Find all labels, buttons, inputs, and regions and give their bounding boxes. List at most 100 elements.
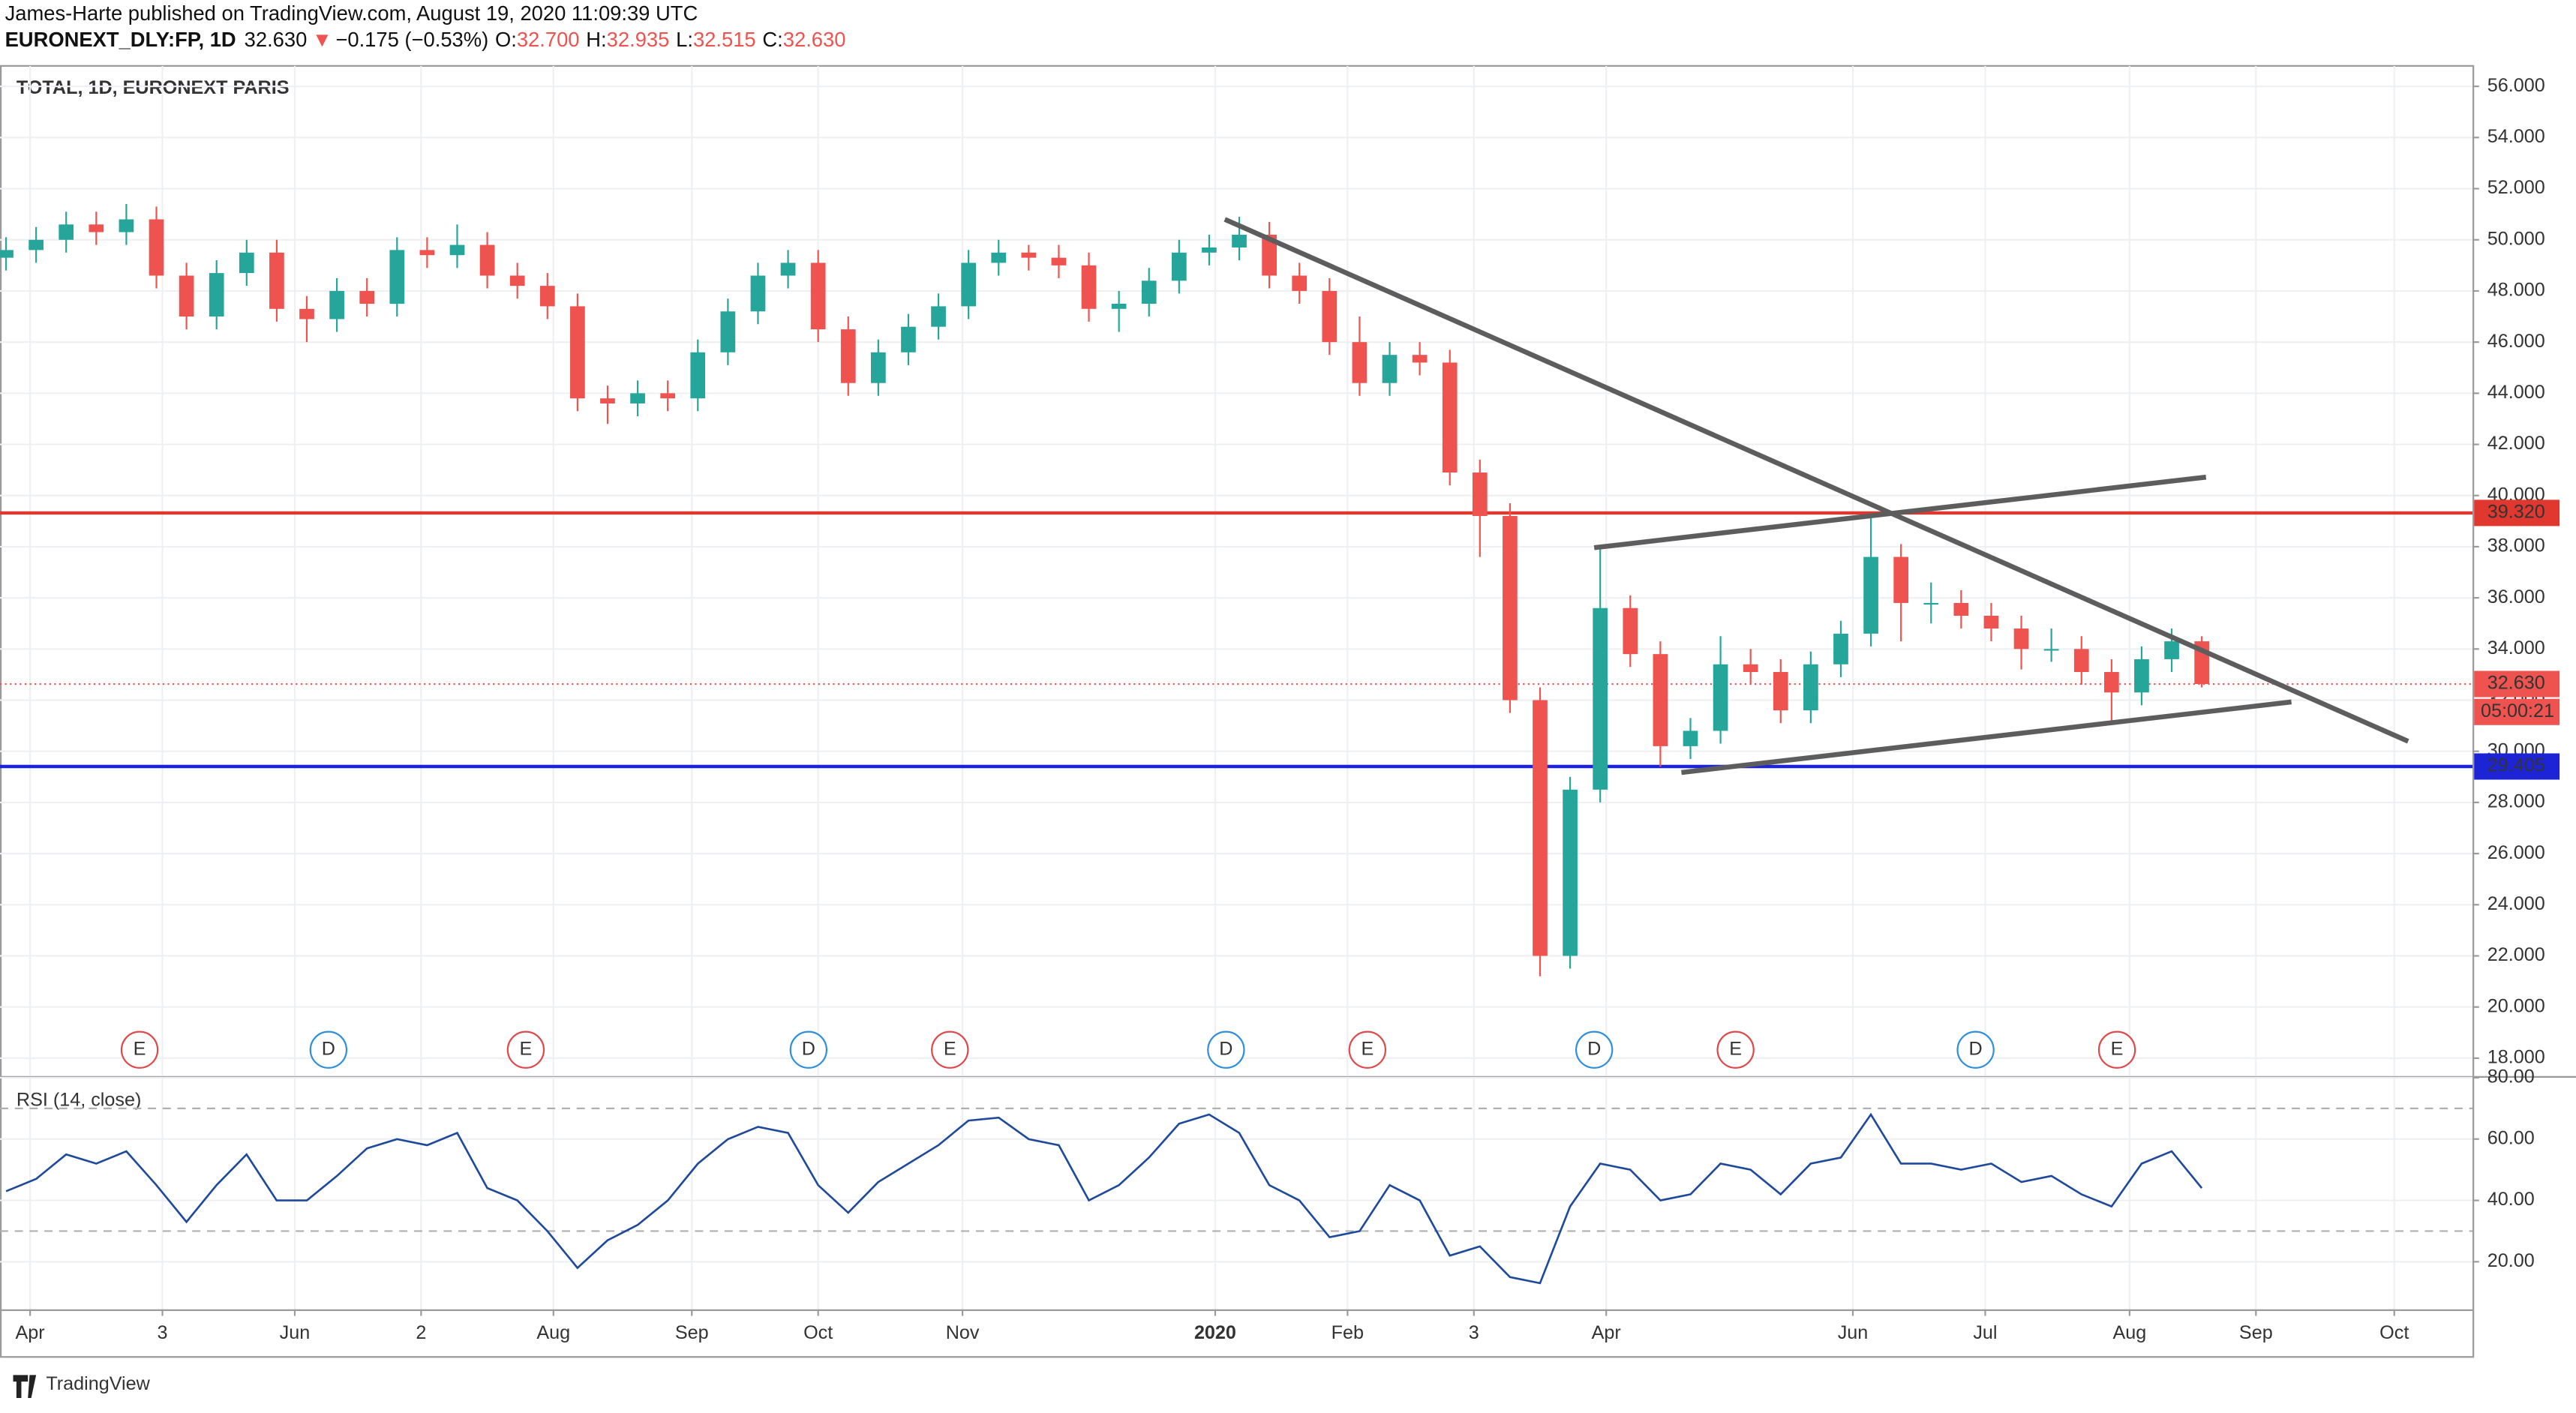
brand: TradingView — [46, 1373, 150, 1394]
ohlc-label: O: — [495, 28, 517, 51]
level-label: 29.405 — [2487, 755, 2545, 776]
y-tick-label: 50.000 — [2487, 228, 2545, 249]
level-label: 32.630 — [2487, 673, 2545, 694]
pane-border — [0, 64, 2475, 1358]
candle-body — [269, 252, 284, 309]
ohlc-value: 32.515 — [693, 28, 756, 51]
y-tick-label: 22.000 — [2487, 944, 2545, 965]
ohlc-label: L: — [676, 28, 693, 51]
candle-body — [1533, 700, 1548, 956]
candle-body — [239, 252, 254, 274]
candle-body — [1202, 247, 1217, 253]
event-marker — [1207, 1030, 1245, 1069]
candle-body — [0, 250, 14, 258]
event-label: E — [1729, 1038, 1742, 1059]
candle-body — [1262, 234, 1277, 276]
y-tick-label: 20.000 — [2487, 995, 2545, 1016]
grid — [0, 65, 2473, 1310]
rsi-tick-label: 40.00 — [2487, 1189, 2535, 1210]
candle-body — [1442, 362, 1458, 473]
y-tick-label: 48.000 — [2487, 280, 2545, 301]
x-tick-label: Sep — [675, 1322, 709, 1343]
candle-body — [449, 244, 465, 256]
y-tick-label: 42.000 — [2487, 433, 2545, 454]
y-tick-label: 46.000 — [2487, 331, 2545, 352]
event-label: E — [944, 1038, 956, 1059]
level-label: 39.320 — [2487, 502, 2545, 523]
candle-body — [179, 275, 194, 317]
pane-title: TOTAL, 1D, EURONEXT PARIS — [17, 77, 290, 98]
candle-body — [1292, 275, 1308, 291]
event-marker — [120, 1030, 159, 1069]
candle-body — [89, 224, 104, 232]
x-tick-label: Nov — [946, 1322, 980, 1343]
rsi-tick-label: 20.00 — [2487, 1250, 2535, 1271]
candle-body — [509, 275, 525, 286]
candle-body — [1171, 252, 1187, 281]
rsi-tick-label: 80.00 — [2487, 1066, 2535, 1088]
x-tick-label: Apr — [16, 1322, 45, 1343]
candle-body — [539, 286, 555, 307]
candle-body — [329, 290, 344, 320]
level-tag — [2474, 500, 2560, 526]
candle-body — [1893, 556, 1909, 603]
candle-body — [630, 393, 645, 404]
y-tick-label: 26.000 — [2487, 842, 2545, 863]
rsi-tick-label: 60.00 — [2487, 1127, 2535, 1148]
candle-body — [1653, 654, 1668, 746]
candle-body — [2043, 649, 2059, 651]
x-tick-label: Jun — [1838, 1322, 1869, 1343]
event-label: D — [1969, 1038, 1983, 1059]
candle-body — [991, 252, 1007, 263]
candle-body — [1593, 608, 1608, 790]
candle-body — [1472, 472, 1488, 517]
change: −0.175 (−0.53%) — [335, 28, 488, 51]
event-marker — [1348, 1030, 1387, 1069]
y-tick-label: 34.000 — [2487, 638, 2545, 658]
arrow: ▼ — [312, 28, 332, 51]
y-tick-label: 36.000 — [2487, 586, 2545, 608]
countdown: 05:00:21 — [2481, 700, 2554, 722]
event-marker — [931, 1030, 969, 1069]
last: 32.630 — [245, 28, 308, 51]
publisher: James-Harte published on TradingView.com… — [5, 2, 698, 25]
candle-body — [1833, 633, 1848, 664]
candle-body — [750, 275, 766, 312]
candle-body — [1412, 355, 1428, 363]
countdown-tag — [2474, 698, 2560, 725]
brand-logo — [13, 1375, 37, 1399]
event-label: E — [520, 1038, 533, 1059]
candle-body — [1563, 789, 1578, 956]
candle-body — [2013, 628, 2029, 650]
y-tick-label: 18.000 — [2487, 1047, 2545, 1068]
event-label: E — [2111, 1038, 2124, 1059]
candle-body — [2134, 658, 2149, 693]
candle-body — [1983, 615, 1999, 629]
candle-body — [1743, 664, 1758, 673]
level-tag — [2474, 753, 2560, 780]
candle-body — [1923, 602, 1939, 605]
event-marker — [1716, 1030, 1755, 1069]
candle-body — [2164, 641, 2179, 659]
trendline — [1593, 474, 2207, 550]
candle-body — [600, 398, 615, 404]
candle-body — [1021, 252, 1037, 258]
y-tick-label: 28.000 — [2487, 791, 2545, 812]
candle-body — [1953, 602, 1969, 616]
event-label: D — [322, 1038, 335, 1059]
candle-body — [299, 308, 314, 320]
candle-body — [901, 326, 916, 352]
y-tick-label: 52.000 — [2487, 177, 2545, 198]
rsi-title: RSI (14, close) — [17, 1089, 141, 1110]
candle-body — [1322, 290, 1338, 343]
x-tick-label: Apr — [1592, 1322, 1621, 1343]
ohlc-label: H: — [586, 28, 606, 51]
x-tick-label: Oct — [2379, 1322, 2409, 1343]
candle-body — [1111, 303, 1127, 309]
event-label: D — [1587, 1038, 1601, 1059]
candle-body — [1773, 672, 1788, 711]
candle-body — [359, 290, 375, 304]
candle-body — [931, 306, 946, 327]
